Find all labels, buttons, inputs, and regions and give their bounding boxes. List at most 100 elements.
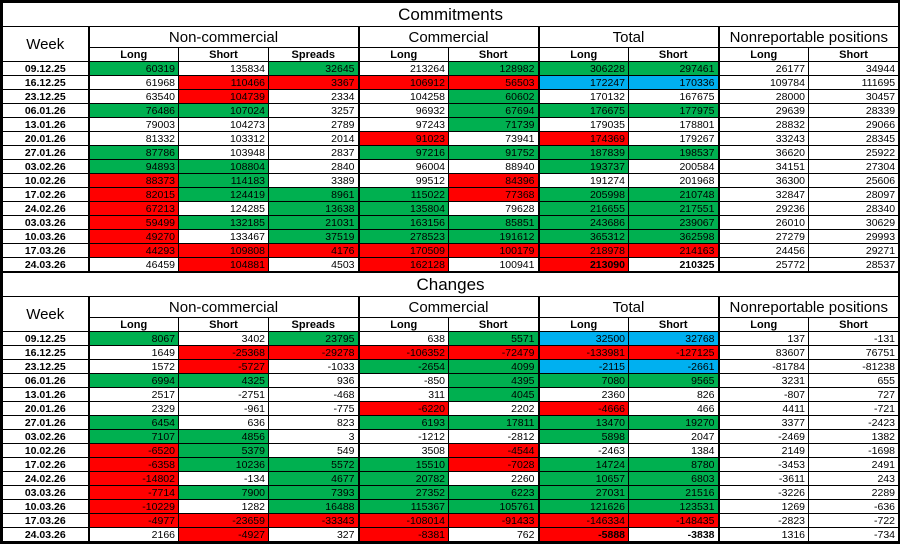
value-cell: 193737 bbox=[537, 159, 629, 174]
col-header-t-short: Short bbox=[628, 317, 719, 332]
week-cell: 13.01.26 bbox=[2, 117, 89, 132]
value-cell: 167675 bbox=[628, 89, 719, 104]
value-cell: -81784 bbox=[717, 359, 809, 374]
table-row: 13.01.26 79003 104273 2789 97243 71739 179035 1… bbox=[2, 117, 900, 132]
value-cell: 27352 bbox=[357, 485, 449, 500]
table-row: 24.03.26 46459 104881 4503 162128 100941 21309… bbox=[2, 257, 900, 272]
week-cell: 06.01.26 bbox=[2, 103, 89, 118]
value-cell: 3402 bbox=[178, 331, 269, 346]
value-cell: 100179 bbox=[448, 243, 539, 258]
col-header-nc-spreads: Spreads bbox=[268, 47, 359, 62]
value-cell: -4544 bbox=[448, 443, 539, 458]
value-cell: 1572 bbox=[87, 359, 179, 374]
value-cell: 2260 bbox=[448, 471, 539, 486]
col-header-nc-short: Short bbox=[178, 317, 269, 332]
table-row: 24.03.26 2166 -4927 327 -8381 762 -5888 -3838 13… bbox=[2, 527, 899, 542]
value-cell: 104739 bbox=[178, 89, 269, 104]
col-header-t-long: Long bbox=[537, 317, 629, 332]
value-cell: 6193 bbox=[357, 415, 449, 430]
sub-header-row: Long Short Spreads Long Short Long Short… bbox=[3, 47, 900, 62]
value-cell: 311 bbox=[357, 387, 449, 402]
value-cell: 29066 bbox=[807, 117, 900, 132]
value-cell: -10229 bbox=[87, 499, 179, 514]
table-row: 16.12.25 1649 -25368 -29278 -106352 -72479 -13… bbox=[2, 345, 899, 360]
value-cell: 91752 bbox=[448, 145, 539, 160]
value-cell: 10236 bbox=[178, 457, 269, 472]
col-header-t-long: Long bbox=[537, 47, 629, 62]
group-noncommercial: Non-commercial bbox=[87, 296, 359, 318]
value-cell: 132185 bbox=[178, 215, 269, 230]
group-header-row: Week Non-commercial Commercial Total Non… bbox=[2, 26, 900, 62]
value-cell: 172247 bbox=[537, 75, 629, 90]
value-cell: 29236 bbox=[717, 201, 809, 216]
value-cell: -6520 bbox=[87, 443, 179, 458]
value-cell: -6220 bbox=[357, 401, 449, 416]
value-cell: 61968 bbox=[87, 75, 179, 90]
value-cell: 96932 bbox=[357, 103, 449, 118]
value-cell: 32645 bbox=[268, 61, 359, 76]
value-cell: 83607 bbox=[717, 345, 809, 360]
value-cell: -2654 bbox=[357, 359, 449, 374]
value-cell: 2837 bbox=[268, 145, 359, 160]
value-cell: 3508 bbox=[357, 443, 449, 458]
value-cell: 2014 bbox=[268, 131, 359, 146]
week-cell: 10.02.26 bbox=[2, 173, 89, 188]
value-cell: 655 bbox=[808, 373, 899, 388]
value-cell: 76751 bbox=[808, 345, 899, 360]
value-cell: 32847 bbox=[717, 187, 809, 202]
col-header-nr-short: Short bbox=[807, 47, 900, 62]
value-cell: 73941 bbox=[448, 131, 539, 146]
value-cell: 24456 bbox=[717, 243, 809, 258]
value-cell: 6454 bbox=[87, 415, 179, 430]
value-cell: 5898 bbox=[537, 429, 629, 444]
week-cell: 24.03.26 bbox=[2, 527, 89, 542]
value-cell: 121626 bbox=[537, 499, 629, 514]
value-cell: 21031 bbox=[268, 215, 359, 230]
value-cell: 201968 bbox=[628, 173, 719, 188]
value-cell: -2469 bbox=[717, 429, 809, 444]
week-header: Week bbox=[2, 296, 89, 332]
value-cell: -2751 bbox=[178, 387, 269, 402]
value-cell: 3231 bbox=[717, 373, 809, 388]
col-header-nc-spreads: Spreads bbox=[268, 317, 359, 332]
value-cell: -14802 bbox=[87, 471, 179, 486]
col-header-nr-long: Long bbox=[717, 47, 809, 62]
table-row: 03.02.26 94893 108804 2840 96004 88940 193737 2… bbox=[2, 159, 900, 174]
value-cell: 105761 bbox=[448, 499, 539, 514]
value-cell: 327 bbox=[268, 527, 359, 542]
col-header-c-short: Short bbox=[448, 47, 539, 62]
table-row: 06.01.26 6994 4325 936 -850 4395 7080 9565 3231 6… bbox=[2, 373, 899, 388]
value-cell: -2661 bbox=[628, 359, 719, 374]
table-row: 24.02.26 -14802 -134 4677 20782 2260 10657 6803… bbox=[2, 471, 899, 486]
changes-table: Changes Week Non-commercial Commercial T… bbox=[2, 272, 899, 542]
value-cell: -33343 bbox=[268, 513, 359, 528]
value-cell: 79628 bbox=[448, 201, 539, 216]
value-cell: 5571 bbox=[448, 331, 539, 346]
value-cell: 10657 bbox=[537, 471, 629, 486]
group-commercial: Commercial bbox=[357, 296, 539, 318]
week-cell: 20.01.26 bbox=[2, 131, 89, 146]
value-cell: 27279 bbox=[717, 229, 809, 244]
value-cell: 104881 bbox=[178, 257, 269, 272]
value-cell: 84396 bbox=[448, 173, 539, 188]
value-cell: -5888 bbox=[537, 527, 629, 542]
group-total: Total bbox=[537, 296, 719, 318]
value-cell: 25922 bbox=[807, 145, 900, 160]
value-cell: 278523 bbox=[357, 229, 449, 244]
value-cell: 365312 bbox=[537, 229, 629, 244]
week-cell: 23.12.25 bbox=[2, 359, 89, 374]
value-cell: 28537 bbox=[807, 257, 900, 272]
week-cell: 10.03.26 bbox=[2, 229, 89, 244]
value-cell: 210748 bbox=[628, 187, 719, 202]
value-cell: 362598 bbox=[628, 229, 719, 244]
value-cell: 936 bbox=[268, 373, 359, 388]
value-cell: 103948 bbox=[178, 145, 269, 160]
value-cell: 6223 bbox=[448, 485, 539, 500]
value-cell: 76486 bbox=[87, 103, 179, 118]
value-cell: -23659 bbox=[178, 513, 269, 528]
table-row: 13.01.26 2517 -2751 -468 311 4045 2360 826 -807 7… bbox=[2, 387, 899, 402]
value-cell: 727 bbox=[808, 387, 899, 402]
value-cell: 243686 bbox=[537, 215, 629, 230]
value-cell: -29278 bbox=[268, 345, 359, 360]
value-cell: -106352 bbox=[357, 345, 449, 360]
